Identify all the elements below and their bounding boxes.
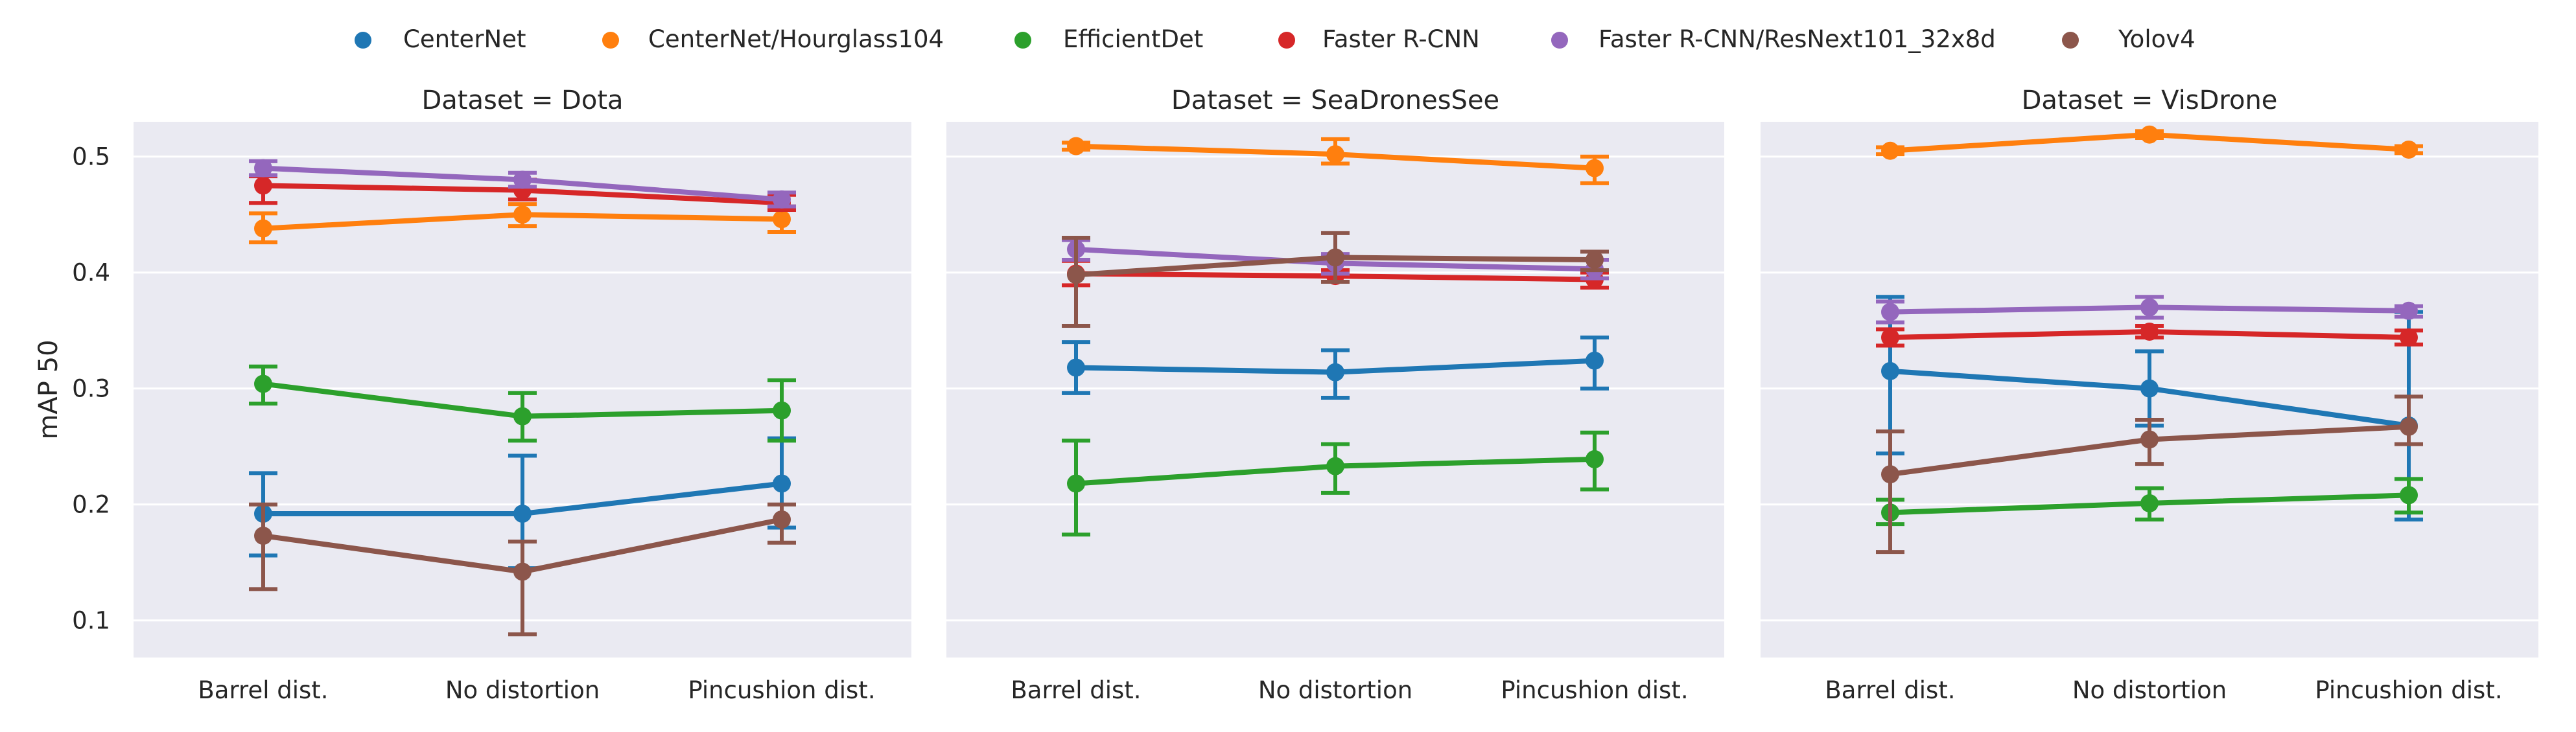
legend-marker-faster-r-cnn: [1278, 32, 1295, 49]
y-tick-label: 0.1: [72, 607, 110, 635]
panel-3-title: Dataset = VisDrone: [2022, 86, 2278, 115]
panel-2-centernet-hourglass104-point: [1586, 159, 1604, 177]
legend-label-centernet-hourglass104: CenterNet/Hourglass104: [648, 25, 944, 53]
legend-marker-faster-r-cnn-resnext101-32x8d: [1551, 32, 1568, 49]
panel-3-yolov4-point: [2400, 417, 2418, 436]
panel-2-yolov4-point: [1326, 248, 1344, 267]
y-axis-label: mAP 50: [34, 339, 64, 439]
panel-2-centernet-point: [1067, 358, 1085, 377]
panel-2-efficientdet-point: [1067, 474, 1085, 493]
panel-3-x-tick-label: No distortion: [2072, 676, 2227, 704]
panel-2-x-tick-label: Pincushion dist.: [1501, 676, 1688, 704]
panel-3-x-tick-label: Barrel dist.: [1825, 676, 1955, 704]
panel-1-x-tick-label: No distortion: [445, 676, 600, 704]
panel-1-title: Dataset = Dota: [421, 86, 623, 115]
panel-3-x-tick-label: Pincushion dist.: [2315, 676, 2502, 704]
panel-3-faster-r-cnn-point: [1881, 328, 1899, 347]
panel-3-centernet-point: [2140, 379, 2159, 398]
legend-marker-centernet: [355, 32, 371, 49]
panel-1-faster-r-cnn-point: [254, 176, 272, 195]
panel-3-efficientdet-point: [2140, 494, 2159, 512]
panel-3-yolov4-point: [2140, 430, 2159, 449]
legend-label-faster-r-cnn: Faster R-CNN: [1322, 25, 1480, 53]
legend-marker-yolov4: [2062, 32, 2079, 49]
panel-1-yolov4-point: [254, 527, 272, 545]
y-tick-label: 0.2: [72, 491, 110, 519]
panel-1-centernet-hourglass104-point: [254, 219, 272, 238]
legend-label-yolov4: Yolov4: [2118, 25, 2195, 53]
panel-3-efficientdet-point: [2400, 486, 2418, 505]
panel-1-centernet-point: [773, 474, 791, 493]
panel-1-centernet-hourglass104-point: [513, 205, 532, 224]
legend-marker-centernet-hourglass104: [602, 32, 619, 49]
y-tick-label: 0.4: [72, 259, 110, 287]
panel-2-yolov4-point: [1067, 266, 1085, 284]
panel-2-centernet-point: [1586, 351, 1604, 370]
panel-2-x-tick-label: Barrel dist.: [1011, 676, 1141, 704]
panel-3-faster-r-cnn-resnext101-32x8d-point: [1881, 303, 1899, 321]
legend-label-faster-r-cnn-resnext101-32x8d: Faster R-CNN/ResNext101_32x8d: [1598, 25, 1996, 53]
panel-2-centernet-hourglass104-point: [1067, 137, 1085, 155]
panel-2-centernet-point: [1326, 363, 1344, 382]
panel-1-faster-r-cnn-resnext101-32x8d-point: [513, 170, 532, 189]
panel-1-faster-r-cnn-resnext101-32x8d-point: [773, 190, 791, 209]
panel-2-centernet-hourglass104-point: [1326, 145, 1344, 164]
panel-1-faster-r-cnn-resnext101-32x8d-point: [254, 159, 272, 177]
panel-1-centernet-hourglass104-point: [773, 210, 791, 229]
panel-3-faster-r-cnn-point: [2400, 328, 2418, 347]
panel-2-efficientdet-point: [1586, 450, 1604, 468]
panel-3-faster-r-cnn-point: [2140, 322, 2159, 341]
panel-1-x-tick-label: Pincushion dist.: [688, 676, 875, 704]
panel-1-efficientdet-point: [773, 401, 791, 420]
panel-2-yolov4-point: [1586, 251, 1604, 269]
panel-3-faster-r-cnn-resnext101-32x8d-point: [2140, 298, 2159, 317]
legend-label-efficientdet: EfficientDet: [1063, 25, 1203, 53]
y-tick-label: 0.3: [72, 375, 110, 403]
panel-1-efficientdet-point: [254, 374, 272, 393]
panel-3-centernet-hourglass104-point: [2140, 125, 2159, 144]
legend-label-centernet: CenterNet: [403, 25, 526, 53]
panel-1-x-tick-label: Barrel dist.: [198, 676, 328, 704]
panel-3-centernet-hourglass104-point: [1881, 141, 1899, 160]
panel-1-yolov4-point: [513, 562, 532, 581]
legend-marker-efficientdet: [1014, 32, 1031, 49]
panel-2-efficientdet-point: [1326, 457, 1344, 475]
panel-3-faster-r-cnn-resnext101-32x8d-point: [2400, 301, 2418, 320]
y-tick-label: 0.5: [72, 143, 110, 171]
panel-1-centernet-point: [513, 505, 532, 523]
panel-3-yolov4-point: [1881, 465, 1899, 484]
panel-1-efficientdet-point: [513, 407, 532, 426]
panel-3-centernet-hourglass104-point: [2400, 140, 2418, 159]
panel-3-centernet-point: [1881, 361, 1899, 380]
panel-2-x-tick-label: No distortion: [1258, 676, 1412, 704]
panel-2-title: Dataset = SeaDronesSee: [1171, 86, 1499, 115]
panel-1-yolov4-point: [773, 510, 791, 529]
